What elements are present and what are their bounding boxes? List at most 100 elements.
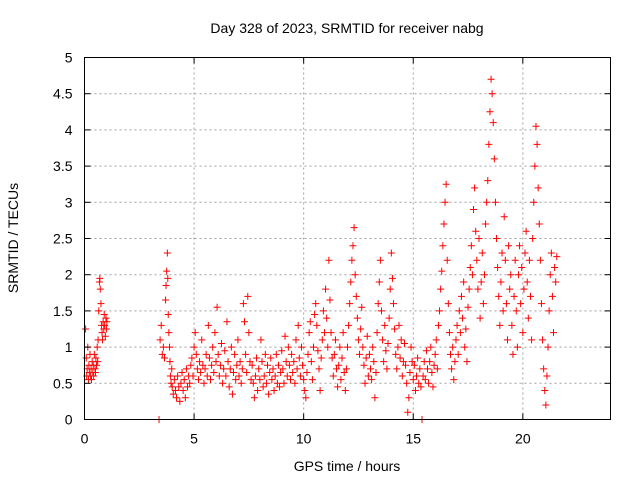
data-point bbox=[242, 350, 250, 358]
data-point bbox=[196, 358, 204, 366]
data-point bbox=[495, 292, 503, 300]
data-point bbox=[288, 350, 296, 358]
data-point bbox=[374, 300, 382, 308]
data-point bbox=[304, 350, 312, 358]
data-point bbox=[327, 329, 335, 337]
data-point bbox=[102, 314, 110, 322]
data-point bbox=[283, 372, 291, 380]
y-tick-label: 2.5 bbox=[53, 231, 73, 247]
data-point bbox=[221, 347, 229, 355]
data-point bbox=[312, 300, 320, 308]
data-point bbox=[423, 365, 431, 373]
data-point bbox=[98, 329, 106, 337]
data-point bbox=[285, 361, 293, 369]
data-point bbox=[345, 321, 353, 329]
data-point bbox=[473, 256, 481, 264]
data-point bbox=[174, 372, 182, 380]
data-point bbox=[171, 387, 179, 395]
data-point bbox=[305, 329, 313, 337]
data-point bbox=[395, 321, 403, 329]
data-point bbox=[325, 256, 333, 264]
data-point bbox=[367, 365, 375, 373]
data-point bbox=[462, 325, 470, 333]
data-point bbox=[289, 368, 297, 376]
y-tick-label: 5 bbox=[65, 50, 73, 66]
data-point bbox=[230, 368, 238, 376]
data-point bbox=[369, 343, 377, 351]
data-point bbox=[512, 307, 520, 315]
data-point bbox=[380, 358, 388, 366]
data-point bbox=[158, 350, 166, 358]
data-point bbox=[169, 390, 177, 398]
data-point bbox=[533, 140, 541, 148]
y-tick-label: 4 bbox=[65, 122, 73, 138]
data-point bbox=[202, 350, 210, 358]
data-point bbox=[290, 358, 298, 366]
data-point bbox=[419, 372, 427, 380]
data-point bbox=[198, 336, 206, 344]
data-point bbox=[471, 184, 479, 192]
data-point bbox=[483, 198, 491, 206]
data-point bbox=[516, 242, 524, 250]
data-point bbox=[336, 343, 344, 351]
data-point bbox=[520, 285, 528, 293]
data-point bbox=[323, 314, 331, 322]
y-tick-label: 3.5 bbox=[53, 158, 73, 174]
data-point bbox=[425, 379, 433, 387]
data-point bbox=[547, 249, 555, 257]
data-point bbox=[282, 358, 290, 366]
data-point bbox=[235, 372, 243, 380]
data-point bbox=[529, 235, 537, 242]
data-point bbox=[368, 376, 376, 384]
data-point bbox=[297, 343, 305, 351]
data-point bbox=[443, 256, 451, 264]
data-point bbox=[177, 379, 185, 387]
data-point bbox=[246, 358, 254, 366]
data-point bbox=[376, 256, 384, 264]
data-point bbox=[274, 361, 282, 369]
x-tick-label: 0 bbox=[81, 431, 89, 447]
data-point bbox=[491, 198, 499, 206]
data-point bbox=[214, 350, 222, 358]
data-point bbox=[518, 263, 526, 271]
data-point bbox=[210, 368, 218, 376]
data-point bbox=[509, 350, 517, 358]
data-point bbox=[94, 358, 102, 366]
data-point bbox=[240, 318, 248, 326]
data-point bbox=[357, 325, 365, 333]
data-point bbox=[194, 376, 202, 384]
data-point bbox=[447, 350, 455, 358]
data-point bbox=[308, 376, 316, 384]
data-point bbox=[470, 206, 478, 214]
data-point bbox=[176, 397, 184, 405]
data-point bbox=[363, 332, 371, 340]
data-point bbox=[96, 274, 104, 282]
y-tick-label: 4.5 bbox=[53, 86, 73, 102]
data-point bbox=[334, 383, 342, 391]
data-point bbox=[90, 350, 98, 358]
data-point bbox=[254, 387, 262, 395]
data-point bbox=[348, 256, 356, 264]
data-point bbox=[522, 227, 530, 235]
data-point bbox=[225, 383, 233, 391]
data-point bbox=[310, 343, 318, 351]
data-point bbox=[430, 361, 438, 369]
data-point bbox=[93, 343, 101, 351]
data-point bbox=[553, 253, 561, 261]
data-point bbox=[226, 365, 234, 373]
data-point bbox=[351, 271, 359, 279]
data-point bbox=[257, 336, 265, 344]
data-point bbox=[101, 332, 109, 340]
data-point bbox=[253, 354, 261, 362]
data-point bbox=[350, 224, 358, 232]
data-point bbox=[485, 140, 493, 148]
data-point bbox=[238, 365, 246, 373]
data-point bbox=[507, 271, 515, 279]
data-point bbox=[411, 387, 419, 395]
data-point bbox=[186, 379, 194, 387]
data-point bbox=[168, 383, 176, 391]
data-point bbox=[480, 271, 488, 279]
data-point bbox=[255, 365, 263, 373]
data-point bbox=[465, 285, 473, 293]
